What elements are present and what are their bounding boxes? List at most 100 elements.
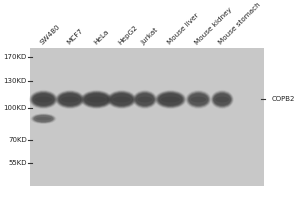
- Text: Jurkat: Jurkat: [141, 27, 160, 46]
- Ellipse shape: [136, 94, 154, 105]
- Ellipse shape: [187, 91, 210, 108]
- Ellipse shape: [56, 91, 84, 108]
- Ellipse shape: [158, 93, 183, 106]
- Ellipse shape: [87, 97, 106, 102]
- Ellipse shape: [215, 97, 229, 102]
- Ellipse shape: [110, 93, 134, 106]
- Text: Mouse kidney: Mouse kidney: [194, 6, 234, 46]
- Ellipse shape: [133, 91, 157, 108]
- Ellipse shape: [61, 97, 79, 102]
- Ellipse shape: [82, 91, 111, 108]
- Ellipse shape: [58, 93, 82, 106]
- Ellipse shape: [158, 92, 184, 107]
- Ellipse shape: [82, 92, 111, 107]
- Text: 170KD: 170KD: [4, 54, 27, 60]
- Ellipse shape: [84, 93, 110, 106]
- Ellipse shape: [33, 93, 54, 106]
- Ellipse shape: [110, 93, 133, 106]
- Ellipse shape: [59, 94, 81, 105]
- Ellipse shape: [33, 93, 54, 106]
- Ellipse shape: [58, 92, 82, 107]
- Ellipse shape: [158, 93, 183, 106]
- Ellipse shape: [110, 92, 134, 107]
- Ellipse shape: [85, 93, 109, 106]
- Ellipse shape: [33, 94, 54, 105]
- Ellipse shape: [33, 115, 54, 123]
- Ellipse shape: [110, 93, 134, 106]
- Ellipse shape: [30, 91, 57, 108]
- Ellipse shape: [214, 93, 231, 106]
- Ellipse shape: [82, 92, 111, 107]
- Ellipse shape: [81, 91, 112, 108]
- Ellipse shape: [136, 93, 154, 106]
- Ellipse shape: [157, 92, 184, 107]
- Ellipse shape: [32, 92, 56, 107]
- Ellipse shape: [212, 91, 233, 108]
- Ellipse shape: [191, 97, 206, 102]
- Ellipse shape: [58, 93, 82, 106]
- Bar: [29, 48, 264, 186]
- Ellipse shape: [30, 91, 57, 108]
- Ellipse shape: [213, 93, 232, 106]
- Ellipse shape: [212, 91, 233, 108]
- Ellipse shape: [84, 93, 109, 106]
- Ellipse shape: [212, 92, 232, 107]
- Ellipse shape: [35, 97, 52, 102]
- Ellipse shape: [213, 93, 231, 106]
- Ellipse shape: [187, 92, 210, 107]
- Ellipse shape: [58, 93, 82, 106]
- Ellipse shape: [34, 115, 53, 122]
- Ellipse shape: [83, 92, 110, 107]
- Ellipse shape: [134, 92, 156, 107]
- Ellipse shape: [189, 94, 208, 105]
- Ellipse shape: [212, 92, 232, 107]
- Text: 70KD: 70KD: [8, 137, 27, 143]
- Ellipse shape: [135, 93, 155, 106]
- Ellipse shape: [161, 97, 180, 102]
- Ellipse shape: [213, 93, 231, 106]
- Ellipse shape: [107, 91, 136, 108]
- Ellipse shape: [187, 92, 210, 107]
- Ellipse shape: [108, 91, 135, 108]
- Ellipse shape: [159, 93, 182, 106]
- Ellipse shape: [134, 92, 155, 107]
- Ellipse shape: [56, 91, 84, 108]
- Ellipse shape: [186, 91, 211, 108]
- Ellipse shape: [32, 93, 55, 106]
- Ellipse shape: [81, 91, 112, 108]
- Ellipse shape: [134, 91, 156, 108]
- Ellipse shape: [108, 91, 135, 108]
- Ellipse shape: [31, 92, 56, 107]
- Ellipse shape: [32, 114, 55, 123]
- Ellipse shape: [59, 93, 81, 106]
- Ellipse shape: [156, 91, 185, 108]
- Ellipse shape: [159, 94, 182, 105]
- Ellipse shape: [31, 92, 56, 107]
- Ellipse shape: [57, 91, 83, 108]
- Ellipse shape: [189, 93, 208, 106]
- Ellipse shape: [156, 91, 185, 108]
- Ellipse shape: [211, 91, 233, 108]
- Ellipse shape: [188, 92, 209, 107]
- Ellipse shape: [31, 91, 56, 108]
- Ellipse shape: [82, 91, 111, 108]
- Ellipse shape: [84, 93, 109, 106]
- Ellipse shape: [36, 117, 51, 120]
- Ellipse shape: [34, 115, 53, 122]
- Ellipse shape: [212, 92, 232, 107]
- Ellipse shape: [107, 91, 136, 108]
- Ellipse shape: [32, 93, 55, 106]
- Ellipse shape: [58, 92, 82, 107]
- Text: HeLa: HeLa: [92, 29, 110, 46]
- Text: Mouse stomach: Mouse stomach: [218, 2, 262, 46]
- Ellipse shape: [33, 115, 54, 123]
- Ellipse shape: [187, 91, 210, 108]
- Ellipse shape: [155, 91, 186, 108]
- Text: 55KD: 55KD: [8, 160, 27, 166]
- Ellipse shape: [155, 91, 186, 108]
- Ellipse shape: [214, 94, 230, 105]
- Ellipse shape: [111, 93, 133, 106]
- Ellipse shape: [134, 91, 156, 108]
- Text: 100KD: 100KD: [4, 105, 27, 111]
- Text: SW480: SW480: [39, 24, 62, 46]
